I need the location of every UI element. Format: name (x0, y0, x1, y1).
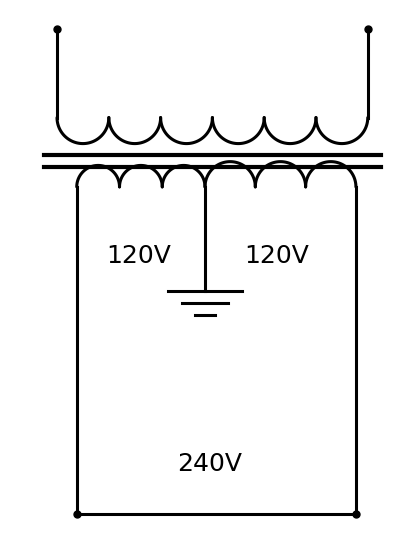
Text: 240V: 240V (177, 452, 242, 476)
Text: 120V: 120V (106, 244, 171, 268)
Text: 120V: 120V (244, 244, 309, 268)
